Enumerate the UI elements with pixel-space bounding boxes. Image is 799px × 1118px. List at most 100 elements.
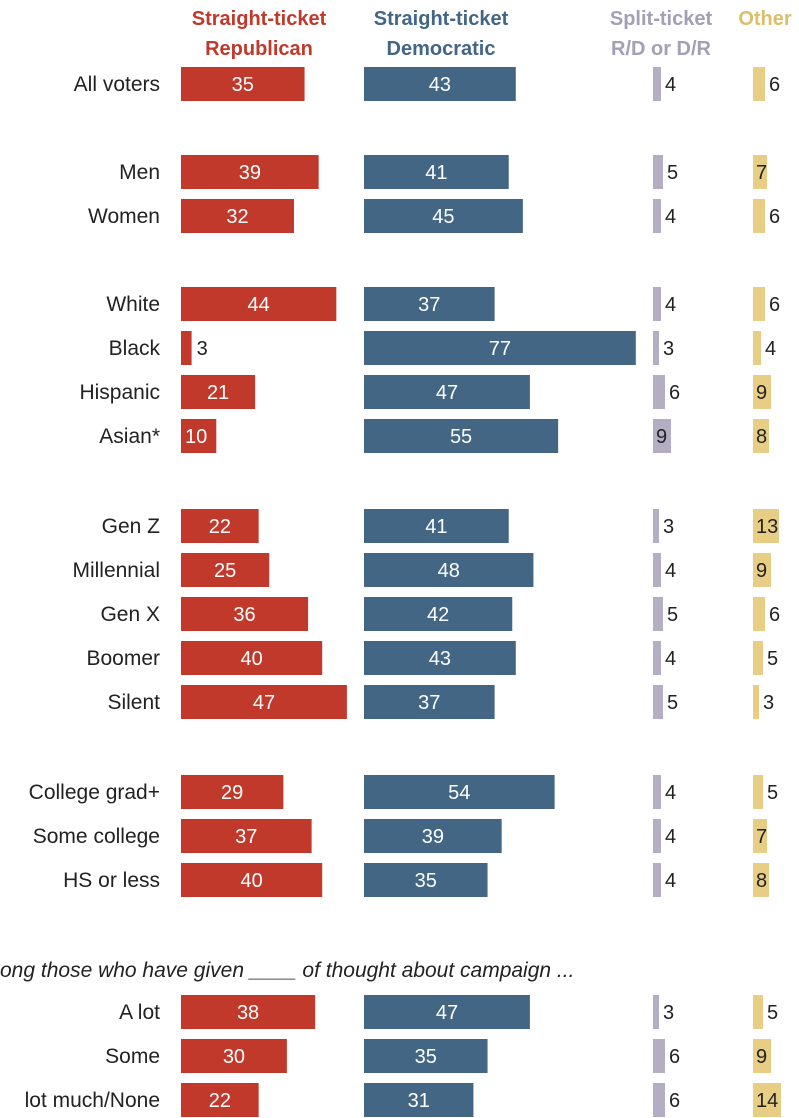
row-label-8: Millennial (72, 559, 160, 582)
row-label-7: Gen Z (102, 515, 161, 538)
bar-s1-r8 (364, 553, 534, 587)
value-label-s0-r8: 25 (214, 560, 236, 582)
row-label-9: Gen X (100, 603, 160, 626)
bar-s0-r8 (181, 553, 270, 587)
row-label-4: Black (109, 337, 161, 360)
row-label-17: lot much/None (25, 1089, 160, 1112)
value-label-s1-r14: 35 (415, 870, 437, 892)
value-label-s3-r7: 13 (756, 516, 778, 538)
value-label-s3-r13: 7 (756, 826, 767, 848)
value-label-s3-r10: 5 (767, 648, 778, 670)
bar-s2-r16 (653, 1039, 665, 1073)
value-label-s1-r3: 37 (418, 294, 440, 316)
bar-s3-r14 (753, 863, 769, 897)
bar-s0-r11 (181, 685, 347, 719)
bar-s3-r10 (753, 641, 763, 675)
value-label-s0-r10: 40 (240, 648, 262, 670)
bar-s2-r13 (653, 819, 661, 853)
bar-s0-r15 (181, 995, 316, 1029)
bar-s0-r17 (181, 1083, 259, 1117)
bar-s1-r13 (364, 819, 502, 853)
bar-s3-r9 (753, 597, 765, 631)
bar-s1-r3 (364, 287, 495, 321)
value-label-s1-r4: 77 (489, 338, 511, 360)
value-label-s0-r13: 37 (235, 826, 257, 848)
bar-s1-r5 (364, 375, 530, 409)
bar-s3-r4 (753, 331, 761, 365)
value-label-s0-r6: 10 (185, 426, 207, 448)
bar-s0-r10 (181, 641, 323, 675)
bar-s1-r0 (364, 67, 516, 101)
value-label-s1-r5: 47 (436, 382, 458, 404)
row-label-16: Some (105, 1045, 160, 1068)
value-label-s0-r17: 22 (209, 1090, 231, 1112)
value-label-s2-r1: 5 (667, 162, 678, 184)
series-header-2-line-1: R/D or D/R (611, 38, 712, 60)
value-label-s2-r15: 3 (663, 1002, 674, 1024)
bar-s2-r17 (653, 1083, 665, 1117)
bar-s0-r12 (181, 775, 284, 809)
value-label-s2-r9: 5 (667, 604, 678, 626)
row-label-12: College grad+ (29, 781, 160, 804)
value-label-s3-r1: 7 (756, 162, 767, 184)
series-header-1-line-1: Democratic (387, 38, 496, 60)
bar-s1-r17 (364, 1083, 474, 1117)
bar-s2-r8 (653, 553, 661, 587)
bar-s0-r2 (181, 199, 294, 233)
row-label-0: All voters (74, 73, 160, 96)
bar-s3-r11 (753, 685, 759, 719)
bar-s1-r10 (364, 641, 516, 675)
value-label-s2-r4: 3 (663, 338, 674, 360)
value-label-s0-r14: 40 (240, 870, 262, 892)
bar-s3-r8 (753, 553, 771, 587)
bar-s0-r14 (181, 863, 323, 897)
value-label-s0-r11: 47 (253, 692, 275, 714)
value-label-s0-r1: 39 (239, 162, 261, 184)
bar-s2-r0 (653, 67, 661, 101)
bar-s2-r12 (653, 775, 661, 809)
value-label-s2-r12: 4 (665, 782, 676, 804)
bar-s2-r14 (653, 863, 661, 897)
bar-s3-r1 (753, 155, 767, 189)
value-label-s3-r15: 5 (767, 1002, 778, 1024)
value-label-s3-r6: 8 (756, 426, 767, 448)
value-label-s3-r17: 14 (756, 1090, 778, 1112)
value-label-s2-r16: 6 (669, 1046, 680, 1068)
bar-s3-r2 (753, 199, 765, 233)
value-label-s3-r12: 5 (767, 782, 778, 804)
bar-s0-r9 (181, 597, 309, 631)
value-label-s2-r5: 6 (669, 382, 680, 404)
bar-s2-r3 (653, 287, 661, 321)
row-label-11: Silent (107, 691, 160, 714)
bar-s1-r16 (364, 1039, 488, 1073)
value-label-s0-r2: 32 (226, 206, 248, 228)
bar-s0-r4 (181, 331, 192, 365)
bar-s3-r13 (753, 819, 767, 853)
value-label-s0-r3: 44 (248, 294, 270, 316)
bar-s0-r7 (181, 509, 259, 543)
bar-s3-r3 (753, 287, 765, 321)
value-label-s3-r9: 6 (769, 604, 780, 626)
value-label-s1-r13: 39 (422, 826, 444, 848)
bar-s3-r17 (753, 1083, 781, 1117)
bar-s1-r11 (364, 685, 495, 719)
bar-s2-r6 (653, 419, 671, 453)
row-label-5: Hispanic (79, 381, 160, 404)
value-label-s2-r2: 4 (665, 206, 676, 228)
value-label-s1-r17: 31 (408, 1090, 430, 1112)
row-label-13: Some college (33, 825, 160, 848)
value-label-s2-r0: 4 (665, 74, 676, 96)
value-label-s3-r16: 9 (756, 1046, 767, 1068)
bar-s3-r6 (753, 419, 769, 453)
value-label-s1-r1: 41 (425, 162, 447, 184)
bar-s0-r3 (181, 287, 337, 321)
group-note: ong those who have given ____ of thought… (0, 959, 574, 982)
value-label-s2-r10: 4 (665, 648, 676, 670)
value-label-s3-r3: 6 (769, 294, 780, 316)
bar-s2-r11 (653, 685, 663, 719)
value-label-s1-r11: 37 (418, 692, 440, 714)
bar-s1-r1 (364, 155, 509, 189)
value-label-s0-r15: 38 (237, 1002, 259, 1024)
value-label-s2-r14: 4 (665, 870, 676, 892)
bar-s2-r7 (653, 509, 659, 543)
